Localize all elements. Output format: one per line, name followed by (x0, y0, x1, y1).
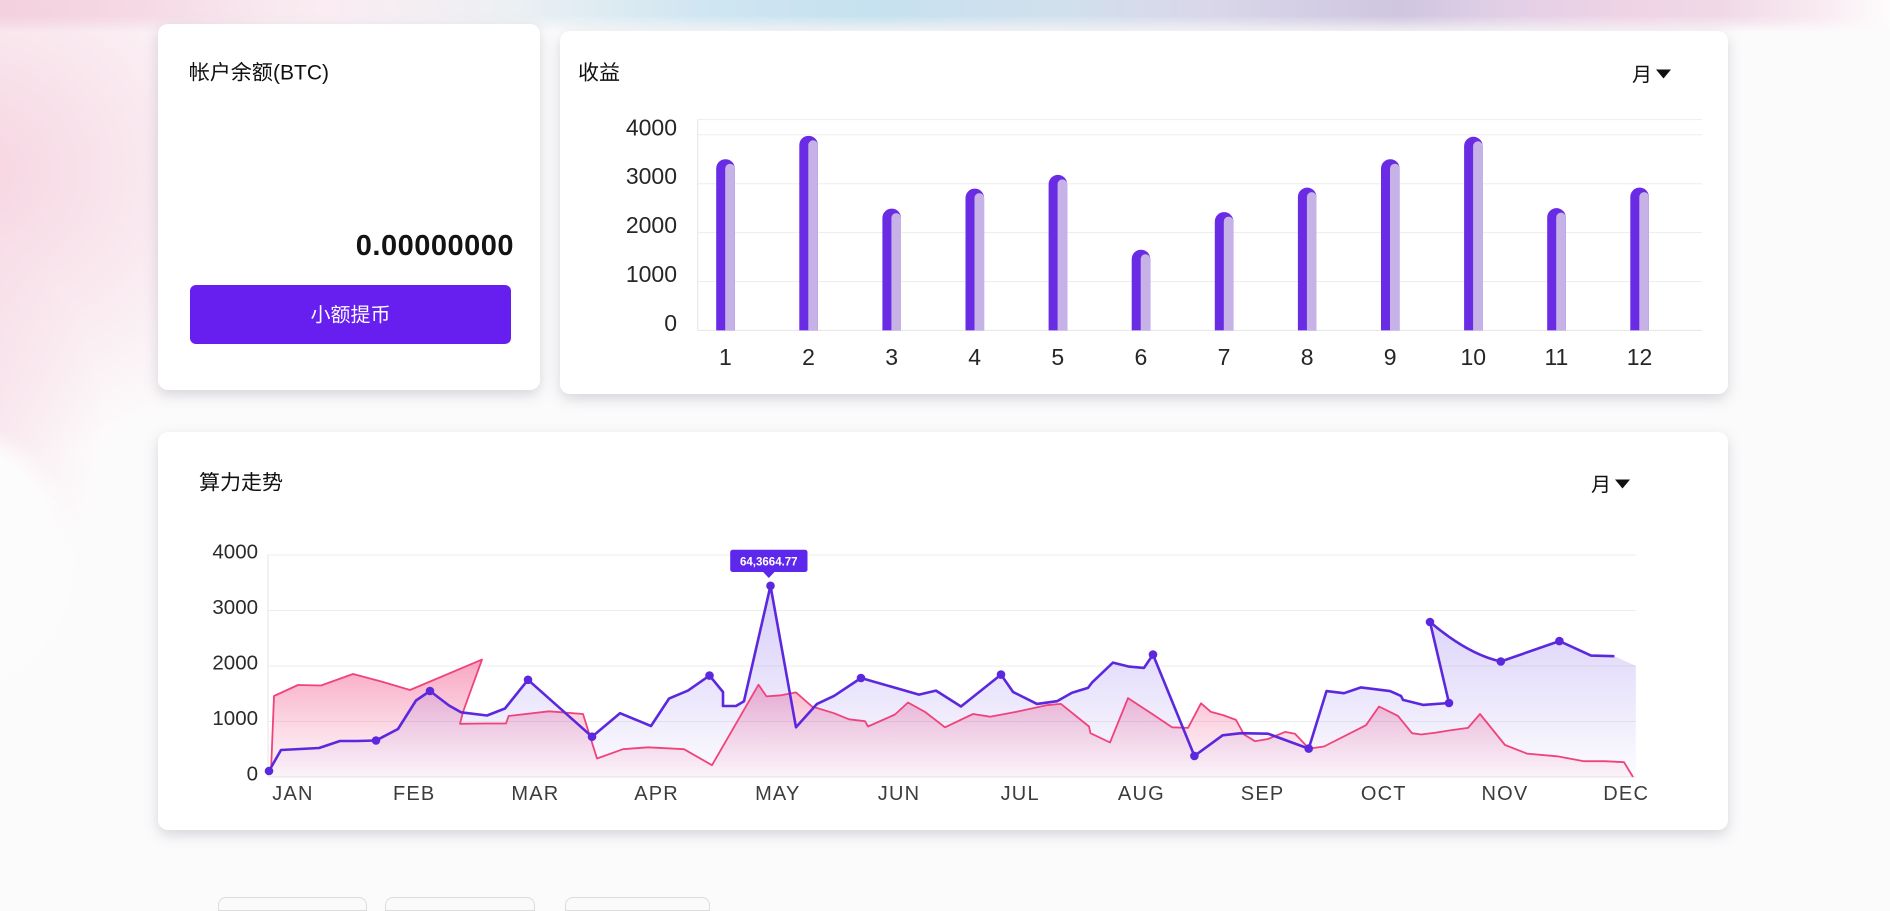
svg-text:4000: 4000 (626, 114, 677, 140)
svg-text:6: 6 (1135, 344, 1148, 370)
svg-text:8: 8 (1301, 344, 1314, 370)
svg-text:APR: APR (634, 783, 679, 805)
svg-text:JAN: JAN (272, 783, 313, 805)
svg-text:FEB: FEB (393, 783, 436, 805)
svg-text:OCT: OCT (1361, 783, 1407, 805)
svg-text:SEP: SEP (1241, 783, 1285, 805)
svg-text:9: 9 (1384, 344, 1397, 370)
svg-text:MAY: MAY (755, 783, 800, 805)
svg-text:5: 5 (1051, 344, 1064, 370)
svg-text:(BTC): (BTC) (273, 61, 329, 84)
svg-text:0: 0 (664, 310, 677, 336)
svg-text:3: 3 (885, 344, 898, 370)
svg-text:2: 2 (802, 344, 815, 370)
svg-text:0: 0 (247, 763, 258, 786)
svg-text:AUG: AUG (1118, 783, 1165, 805)
svg-text:2000: 2000 (212, 652, 258, 675)
svg-text:4: 4 (968, 344, 981, 370)
svg-text:NOV: NOV (1482, 783, 1529, 805)
svg-text:3000: 3000 (212, 596, 258, 619)
svg-text:JUN: JUN (878, 783, 921, 805)
svg-text:1: 1 (719, 344, 732, 370)
svg-text:1000: 1000 (626, 261, 677, 287)
svg-text:12: 12 (1627, 344, 1653, 370)
svg-text:11: 11 (1544, 344, 1568, 370)
svg-text:3000: 3000 (626, 163, 677, 189)
svg-text:JUL: JUL (1001, 783, 1040, 805)
svg-text:7: 7 (1218, 344, 1231, 370)
svg-text:2000: 2000 (626, 212, 677, 238)
svg-text:MAR: MAR (511, 783, 559, 805)
svg-text:10: 10 (1461, 344, 1487, 370)
svg-text:4000: 4000 (212, 541, 258, 564)
svg-text:DEC: DEC (1603, 783, 1649, 805)
svg-text:64,3664.77: 64,3664.77 (740, 556, 798, 568)
svg-text:1000: 1000 (212, 707, 258, 730)
